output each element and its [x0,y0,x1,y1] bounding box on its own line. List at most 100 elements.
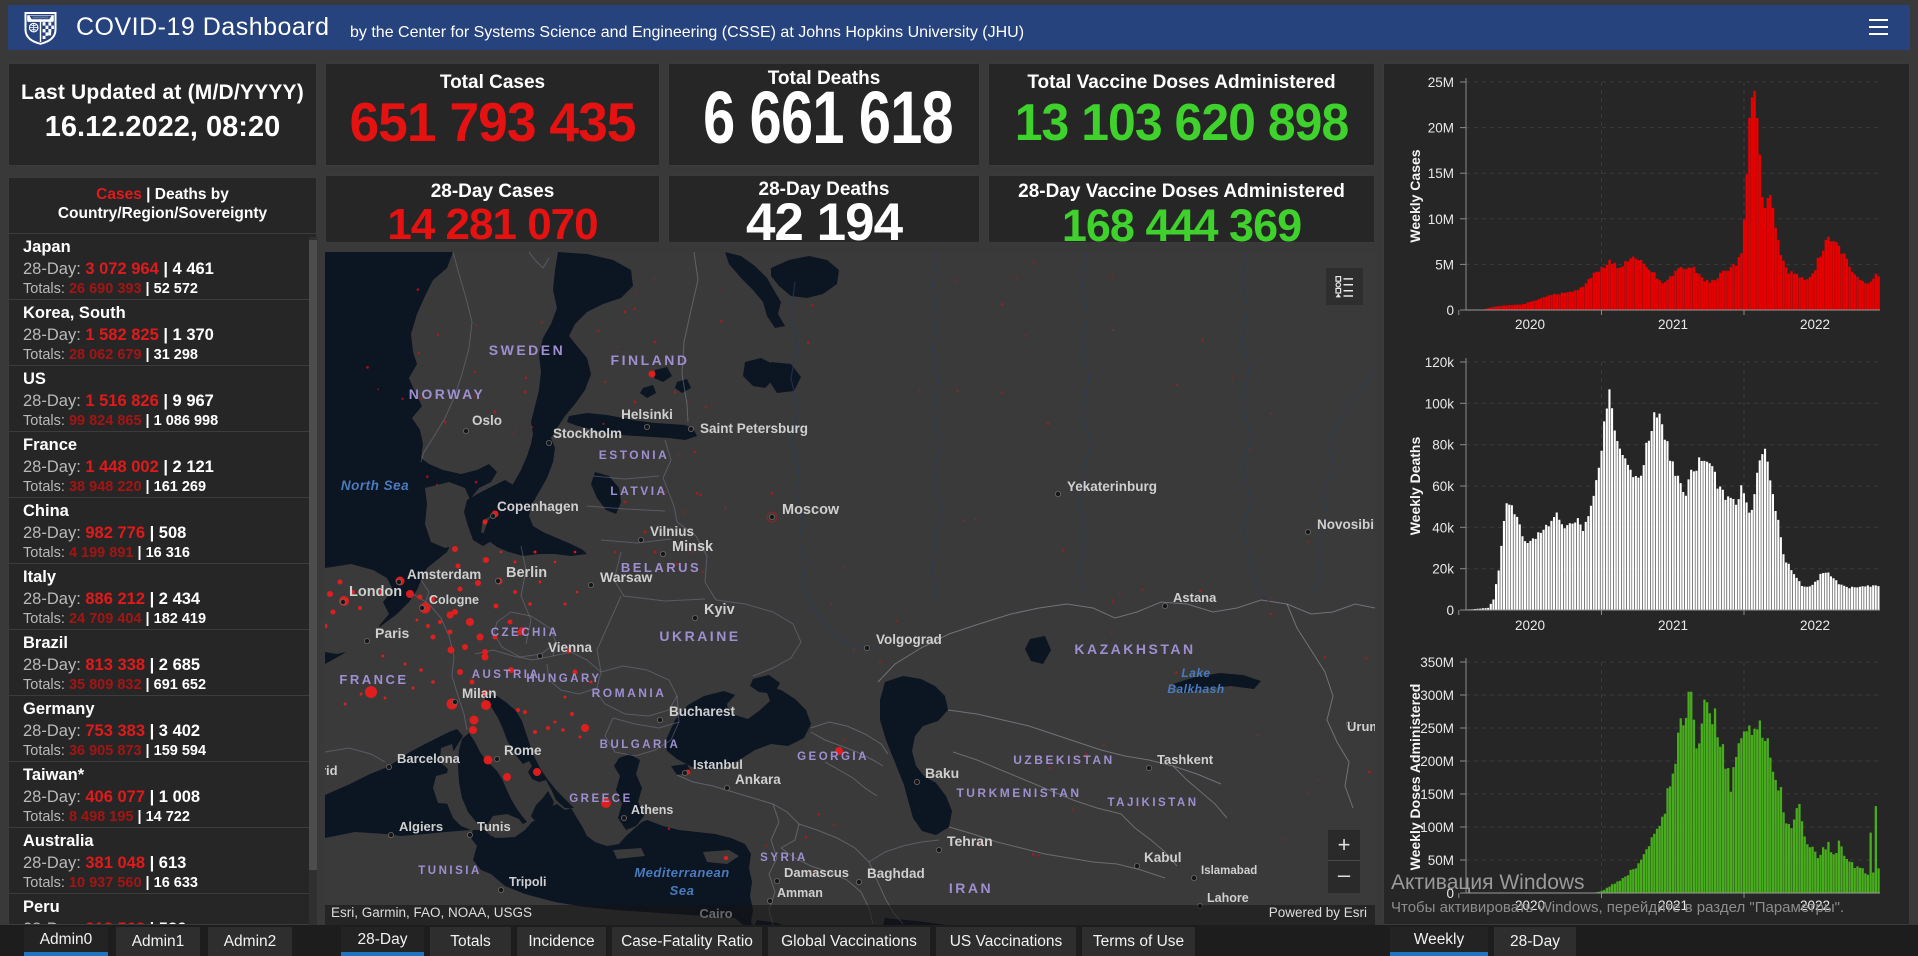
svg-text:Rome: Rome [504,743,542,758]
svg-text:SWEDEN: SWEDEN [489,342,565,358]
svg-text:10M: 10M [1428,212,1454,227]
svg-text:40k: 40k [1432,520,1454,535]
svg-text:2022: 2022 [1800,317,1830,332]
svg-text:150M: 150M [1420,787,1454,802]
svg-text:0: 0 [1446,886,1454,901]
svg-text:Lake: Lake [1181,666,1210,680]
svg-text:Minsk: Minsk [672,539,714,555]
svg-text:TURKMENISTAN: TURKMENISTAN [956,786,1081,800]
svg-text:Astana: Astana [1173,590,1217,605]
svg-text:2021: 2021 [1658,618,1688,633]
svg-text:Weekly Doses Administered: Weekly Doses Administered [1407,684,1423,871]
svg-text:2022: 2022 [1800,898,1830,913]
svg-text:BELARUS: BELARUS [621,560,701,575]
svg-text:Islamabad: Islamabad [1201,865,1257,877]
svg-text:NORWAY: NORWAY [409,386,485,402]
svg-text:100k: 100k [1425,396,1455,411]
svg-text:80k: 80k [1432,438,1454,453]
svg-text:Algiers: Algiers [399,819,443,834]
svg-text:Volgograd: Volgograd [876,632,942,647]
svg-text:Milan: Milan [462,686,497,701]
svg-text:Urumq: Urumq [1347,719,1375,734]
svg-text:Yekaterinburg: Yekaterinburg [1067,479,1157,494]
svg-text:UZBEKISTAN: UZBEKISTAN [1013,753,1114,767]
svg-text:CZECHIA: CZECHIA [491,627,560,639]
svg-text:Amsterdam: Amsterdam [407,567,481,582]
svg-text:Amman: Amman [777,886,823,900]
svg-text:15M: 15M [1428,166,1454,181]
svg-text:Baghdad: Baghdad [867,866,925,881]
svg-text:0: 0 [1446,303,1454,318]
svg-text:2021: 2021 [1658,317,1688,332]
svg-text:Baku: Baku [925,765,959,781]
svg-text:Balkhash: Balkhash [1167,682,1224,696]
svg-text:Barcelona: Barcelona [397,751,461,766]
svg-text:200M: 200M [1420,754,1454,769]
svg-text:Bucharest: Bucharest [669,704,736,719]
svg-text:Damascus: Damascus [784,865,849,880]
svg-text:Tehran: Tehran [947,833,993,849]
svg-text:20M: 20M [1428,121,1454,136]
svg-text:2020: 2020 [1515,898,1545,913]
svg-text:SYRIA: SYRIA [760,852,808,864]
svg-text:Stockholm: Stockholm [553,426,622,441]
svg-text:Athens: Athens [631,803,673,817]
svg-text:Tripoli: Tripoli [509,875,547,889]
svg-text:GEORGIA: GEORGIA [797,751,869,763]
svg-text:Cologne: Cologne [429,593,479,607]
svg-text:Lahore: Lahore [1207,891,1249,905]
svg-text:Berlin: Berlin [506,565,547,581]
svg-text:25M: 25M [1428,75,1454,90]
svg-text:ROMANIA: ROMANIA [592,686,667,700]
svg-text:AUSTRIA: AUSTRIA [472,669,541,681]
svg-text:2021: 2021 [1658,898,1688,913]
svg-text:Sea: Sea [670,883,695,898]
svg-text:FINLAND: FINLAND [611,352,690,368]
svg-text:Vienna: Vienna [548,640,593,655]
svg-text:Saint Petersburg: Saint Petersburg [700,421,808,436]
svg-text:Weekly Deaths: Weekly Deaths [1407,437,1423,536]
svg-text:TAJIKISTAN: TAJIKISTAN [1107,797,1198,809]
svg-text:Paris: Paris [375,625,409,641]
svg-text:Novosibirsk: Novosibirsk [1317,517,1375,532]
svg-text:2022: 2022 [1800,618,1830,633]
svg-text:GREECE: GREECE [569,793,633,805]
svg-text:IRAN: IRAN [949,880,993,896]
svg-text:Tunis: Tunis [477,819,511,834]
svg-text:50M: 50M [1428,853,1454,868]
svg-text:Warsaw: Warsaw [600,569,653,585]
svg-text:20k: 20k [1432,562,1454,577]
svg-text:rid: rid [325,763,338,778]
svg-text:ESTONIA: ESTONIA [599,448,670,462]
svg-text:KAZAKHSTAN: KAZAKHSTAN [1074,641,1195,657]
svg-text:UKRAINE: UKRAINE [659,628,740,644]
svg-text:Vilnius: Vilnius [650,524,694,539]
svg-text:BULGARIA: BULGARIA [600,739,681,751]
svg-text:Tashkent: Tashkent [1157,752,1214,767]
svg-text:2020: 2020 [1515,317,1545,332]
svg-text:Weekly Cases: Weekly Cases [1407,149,1423,242]
svg-text:120k: 120k [1425,355,1455,370]
svg-text:5M: 5M [1435,257,1454,272]
svg-text:Istanbul: Istanbul [693,757,743,772]
svg-text:LATVIA: LATVIA [610,484,667,498]
svg-text:Kabul: Kabul [1144,850,1182,865]
svg-text:250M: 250M [1420,721,1454,736]
svg-text:Mediterranean: Mediterranean [634,865,729,880]
svg-text:TUNISIA: TUNISIA [418,865,482,877]
svg-text:2020: 2020 [1515,618,1545,633]
svg-text:FRANCE: FRANCE [339,672,408,687]
svg-text:Kyiv: Kyiv [704,602,735,618]
svg-text:Ankara: Ankara [735,772,781,787]
svg-text:North Sea: North Sea [341,478,409,493]
svg-text:Oslo: Oslo [472,413,502,428]
svg-text:350M: 350M [1420,655,1454,670]
svg-text:300M: 300M [1420,688,1454,703]
svg-text:0: 0 [1446,603,1454,618]
svg-text:Helsinki: Helsinki [621,407,673,422]
svg-text:Moscow: Moscow [782,502,840,518]
svg-text:60k: 60k [1432,479,1454,494]
svg-text:100M: 100M [1420,820,1454,835]
svg-text:London: London [349,584,402,600]
svg-text:HUNGARY: HUNGARY [526,673,601,685]
